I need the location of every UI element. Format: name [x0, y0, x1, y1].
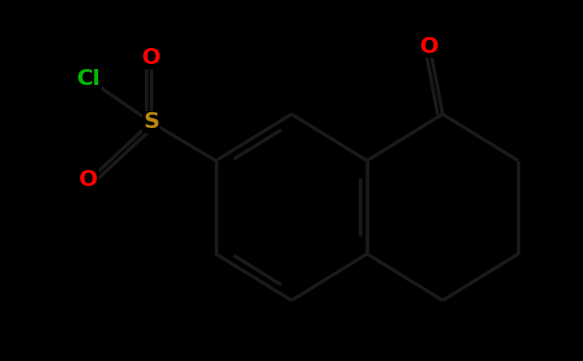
Text: S: S — [143, 112, 159, 132]
Text: O: O — [142, 48, 161, 68]
Text: O: O — [420, 36, 439, 57]
Text: Cl: Cl — [76, 69, 100, 89]
Text: O: O — [79, 170, 98, 191]
